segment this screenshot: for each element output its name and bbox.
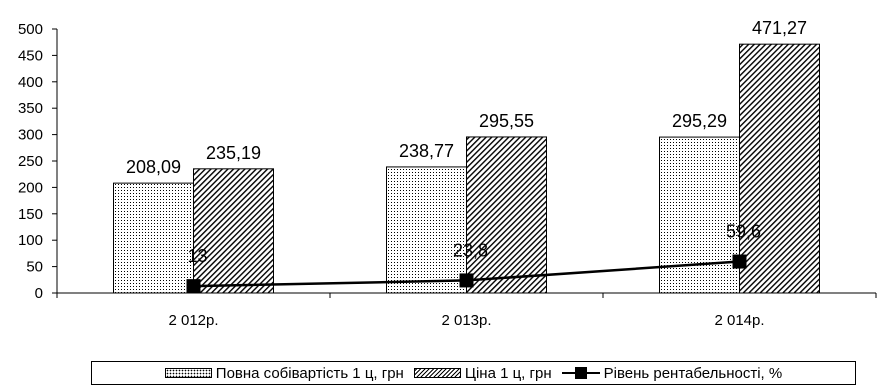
bar-data-label: 471,27 [752, 18, 807, 38]
legend: Повна собівартість 1 ц, грн Ціна 1 ц, гр… [91, 361, 856, 385]
bar-data-label: 295,55 [479, 111, 534, 131]
bar-dots [113, 182, 194, 294]
line-data-label: 59,6 [726, 222, 761, 242]
legend-label-profitability: Рівень рентабельності, % [603, 364, 783, 382]
x-tick-label: 2 012р. [168, 312, 218, 329]
y-tick-label: 250 [18, 153, 43, 170]
line-marker [186, 279, 201, 294]
line-data-label: 13 [187, 246, 207, 266]
y-tick-label: 400 [18, 74, 43, 91]
y-tick-label: 300 [18, 127, 43, 144]
x-tick-label: 2 013р. [441, 312, 491, 329]
y-tick-label: 0 [35, 285, 43, 302]
bar-hatch [739, 43, 820, 294]
y-tick-label: 50 [26, 259, 43, 276]
line-marker [732, 254, 747, 269]
bar-hatch [193, 168, 274, 294]
legend-item-price: Ціна 1 ц, грн [413, 364, 552, 382]
legend-swatch-line [561, 367, 600, 379]
legend-label-price: Ціна 1 ц, грн [464, 364, 552, 382]
bar-hatch [466, 136, 547, 294]
bar-data-label: 295,29 [672, 111, 727, 131]
y-tick-label: 450 [18, 47, 43, 64]
legend-label-cost: Повна собівартість 1 ц, грн [215, 364, 404, 382]
bar-dots [659, 136, 740, 294]
bar-data-label: 238,77 [399, 141, 454, 161]
legend-swatch-hatch [413, 368, 461, 378]
bar-data-label: 235,19 [206, 143, 261, 163]
y-tick-label: 200 [18, 179, 43, 196]
legend-swatch-dots [164, 368, 212, 378]
y-tick-label: 500 [18, 21, 43, 38]
y-tick-label: 100 [18, 232, 43, 249]
legend-item-cost: Повна собівартість 1 ц, грн [164, 364, 404, 382]
y-tick-label: 350 [18, 100, 43, 117]
bar-data-label: 208,09 [126, 157, 181, 177]
x-tick-label: 2 014р. [714, 312, 764, 329]
line-marker [459, 273, 474, 288]
y-tick-label: 150 [18, 206, 43, 223]
line-data-label: 23,8 [453, 240, 488, 260]
legend-item-profitability: Рівень рентабельності, % [561, 364, 783, 382]
chart-area: 0 50 100 150 200 250 300 350 400 450 500 2 012р. 2 0… [18, 18, 877, 329]
bar-dots [386, 166, 467, 294]
